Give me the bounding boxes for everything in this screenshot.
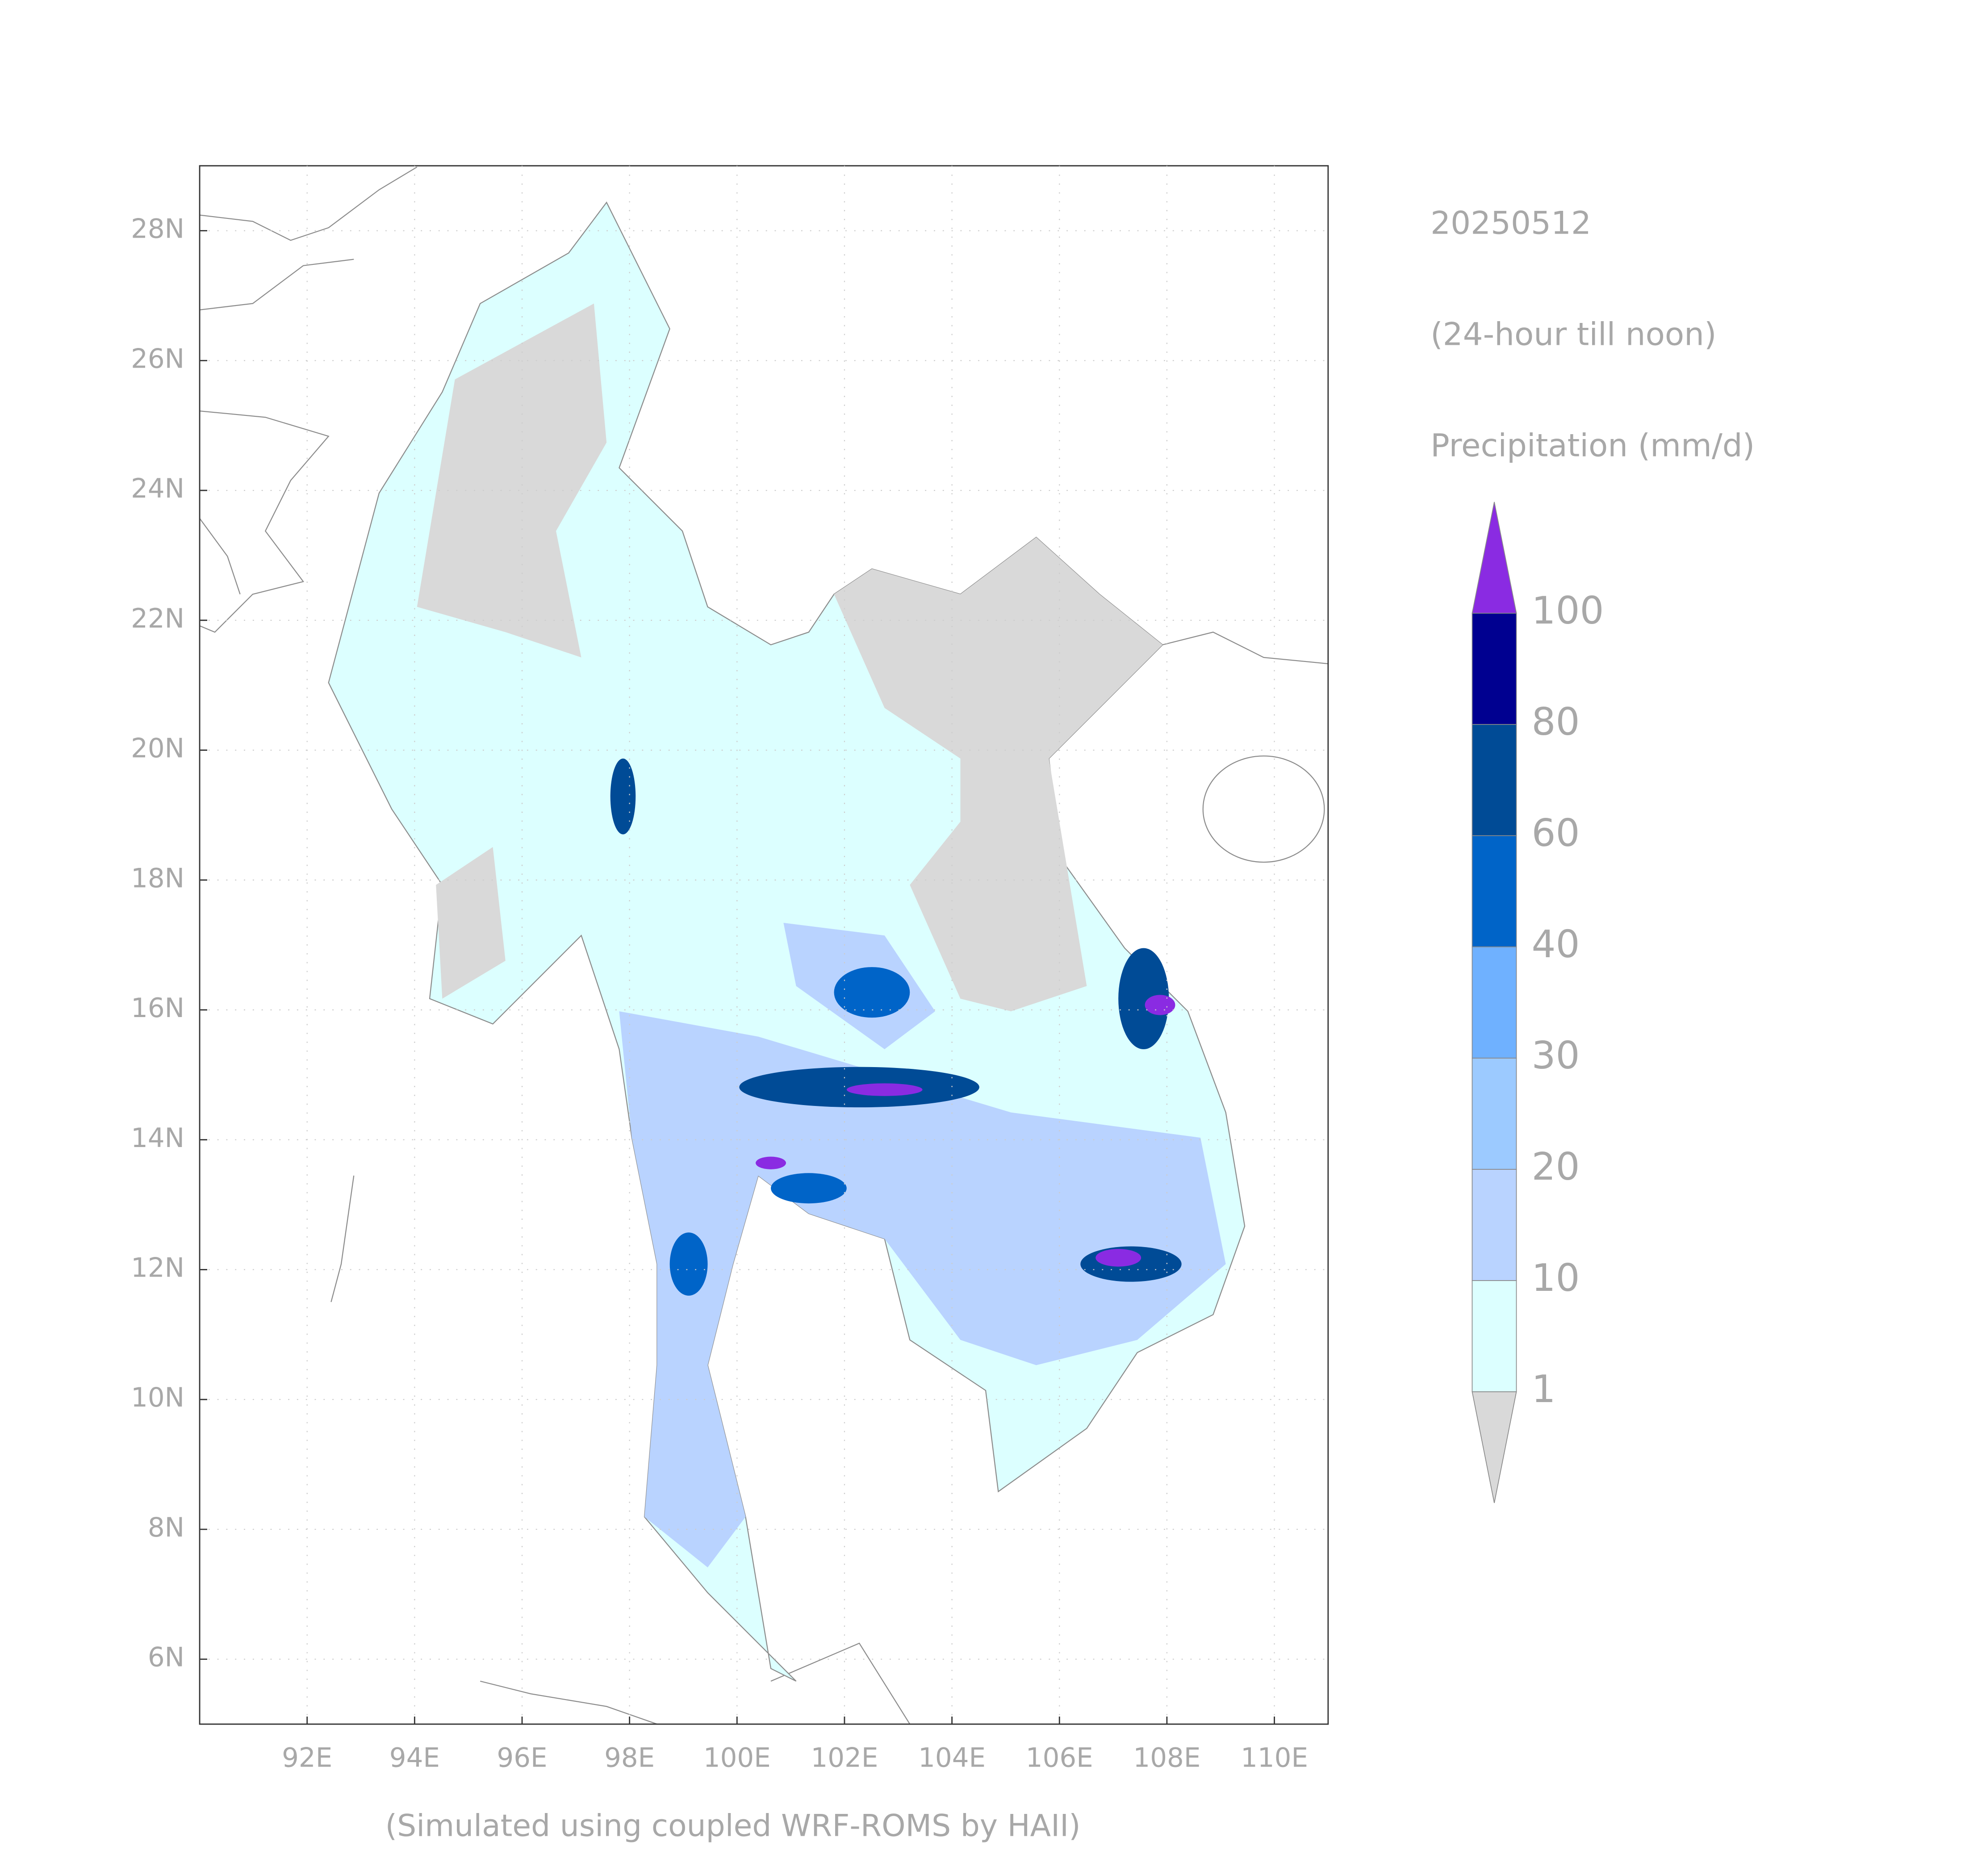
y-tick-label: 28N	[131, 214, 184, 245]
colorbar-box	[1472, 835, 1517, 947]
colorbar-label: 100	[1531, 589, 1604, 633]
x-tick-label: 110E	[1241, 1742, 1308, 1773]
rain-cell	[610, 758, 636, 834]
colorbar-box	[1472, 612, 1517, 725]
x-tick-label: 108E	[1133, 1742, 1200, 1773]
colorbar-box	[1472, 1280, 1517, 1392]
colorbar-under	[1472, 1391, 1517, 1503]
y-tick-label: 16N	[131, 993, 184, 1024]
colorbar-label: 1	[1531, 1367, 1555, 1411]
variable-label: Precipitation (mm/d)	[1430, 427, 1755, 464]
coastline	[199, 166, 418, 633]
y-tick-label: 8N	[148, 1512, 184, 1543]
y-tick-label: 14N	[131, 1123, 184, 1154]
rain-cell	[1118, 948, 1169, 1050]
y-tick-label: 18N	[131, 863, 184, 894]
colorbar-label: 20	[1531, 1145, 1580, 1189]
colorbar-label: 30	[1531, 1034, 1580, 1078]
x-tick-label: 96E	[497, 1742, 547, 1773]
rain-cell	[771, 1173, 847, 1204]
y-tick-label: 6N	[148, 1642, 184, 1673]
map-frame	[199, 165, 1329, 1725]
map-fields	[199, 166, 1329, 1725]
colorbar-over	[1472, 502, 1517, 614]
y-tick-label: 26N	[131, 343, 184, 374]
y-tick-label: 10N	[131, 1382, 184, 1413]
x-tick-label: 98E	[604, 1742, 655, 1773]
y-tick-label: 22N	[131, 603, 184, 634]
x-tick-label: 92E	[282, 1742, 332, 1773]
date-label: 20250512	[1430, 205, 1591, 242]
x-tick-label: 104E	[918, 1742, 986, 1773]
x-tick-label: 106E	[1026, 1742, 1093, 1773]
dry-field	[834, 537, 1163, 1012]
colorbar-label: 60	[1531, 811, 1580, 855]
y-tick-label: 20N	[131, 733, 184, 764]
colorbar-box	[1472, 1057, 1517, 1170]
colorbar-label: 80	[1531, 700, 1580, 744]
island-outline	[1202, 755, 1325, 863]
footnote: (Simulated using coupled WRF-ROMS by HAI…	[385, 1809, 1081, 1844]
x-tick-label: 102E	[811, 1742, 878, 1773]
dry-field	[417, 303, 607, 999]
rain-cell	[834, 967, 910, 1018]
rain-cell	[1095, 1249, 1141, 1267]
colorbar-label: 40	[1531, 922, 1580, 967]
colorbar-box	[1472, 946, 1517, 1059]
period-label: (24-hour till noon)	[1430, 316, 1716, 353]
x-tick-label: 100E	[703, 1742, 771, 1773]
rain-cell	[846, 1083, 923, 1096]
y-tick-label: 12N	[131, 1253, 184, 1284]
x-tick-label: 94E	[389, 1742, 440, 1773]
colorbar-box	[1472, 724, 1517, 836]
rain-cell	[1145, 995, 1175, 1015]
colorbar-label: 10	[1531, 1256, 1580, 1300]
rain-cell	[669, 1232, 708, 1296]
colorbar-box	[1472, 1168, 1517, 1281]
coastline	[330, 632, 1329, 1725]
rain-cell	[756, 1156, 786, 1169]
y-tick-label: 24N	[131, 473, 184, 504]
